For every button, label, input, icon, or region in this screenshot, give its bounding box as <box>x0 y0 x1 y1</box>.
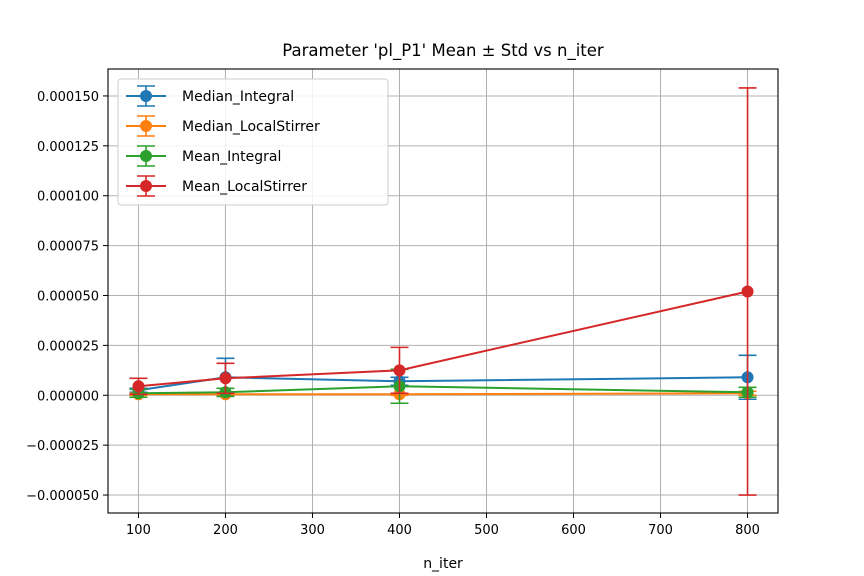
x-tick-label: 100 <box>126 523 151 538</box>
x-axis-label: n_iter <box>423 556 463 572</box>
series-line <box>138 392 748 396</box>
x-tick-label: 500 <box>474 523 499 538</box>
data-point <box>132 380 145 393</box>
y-tick-label: −0.000025 <box>26 439 99 454</box>
series-mean-localstirrer <box>129 87 757 496</box>
legend-entries: Median_Integral Median_LocalStirrer Mean_I… <box>126 85 320 197</box>
plot-series <box>129 87 757 496</box>
legend-entry: Mean_LocalStirrer <box>126 175 307 197</box>
legend-label: Mean_LocalStirrer <box>182 179 307 195</box>
data-point <box>219 372 232 385</box>
legend-marker <box>140 120 152 132</box>
y-tick-label: 0.000100 <box>37 190 99 205</box>
legend-entry: Mean_Integral <box>126 145 281 167</box>
y-tick-label: 0.000075 <box>37 240 99 255</box>
x-axis-ticks: 100 200 300 400 500 600 700 800 <box>126 513 760 538</box>
y-tick-label: 0.000025 <box>37 339 99 354</box>
plot-frame <box>107 68 779 514</box>
x-tick-label: 400 <box>387 523 412 538</box>
y-tick-label: 0.000000 <box>37 389 99 404</box>
y-tick-label: 0.000150 <box>37 90 99 105</box>
data-point <box>741 285 754 298</box>
y-tick-label: 0.000125 <box>37 140 99 155</box>
x-tick-label: 700 <box>648 523 673 538</box>
legend-box <box>117 78 389 206</box>
x-tick-label: 300 <box>300 523 325 538</box>
legend-entry: Median_Integral <box>126 85 294 107</box>
series-line <box>138 290 748 388</box>
x-tick-label: 600 <box>561 523 586 538</box>
y-tick-label: 0.000050 <box>37 289 99 304</box>
legend-marker <box>140 150 152 162</box>
data-point <box>393 364 406 377</box>
legend-label: Median_LocalStirrer <box>182 119 320 135</box>
y-axis-ticks: −0.000050 −0.000025 0.000000 0.000025 0.0000… <box>26 90 108 504</box>
x-tick-label: 200 <box>213 523 238 538</box>
y-tick-label: −0.000050 <box>26 489 99 504</box>
legend-entry: Median_LocalStirrer <box>126 115 320 137</box>
chart-title: Parameter 'pl_P1' Mean ± Std vs n_iter <box>282 41 604 61</box>
legend-label: Median_Integral <box>182 89 294 105</box>
series-line <box>138 376 748 392</box>
x-tick-label: 800 <box>735 523 760 538</box>
series-line <box>138 385 748 395</box>
legend-marker <box>140 90 152 102</box>
legend: Median_Integral Median_LocalStirrer Mean_I… <box>117 78 389 206</box>
legend-label: Mean_Integral <box>182 149 281 165</box>
legend-marker <box>140 180 152 192</box>
